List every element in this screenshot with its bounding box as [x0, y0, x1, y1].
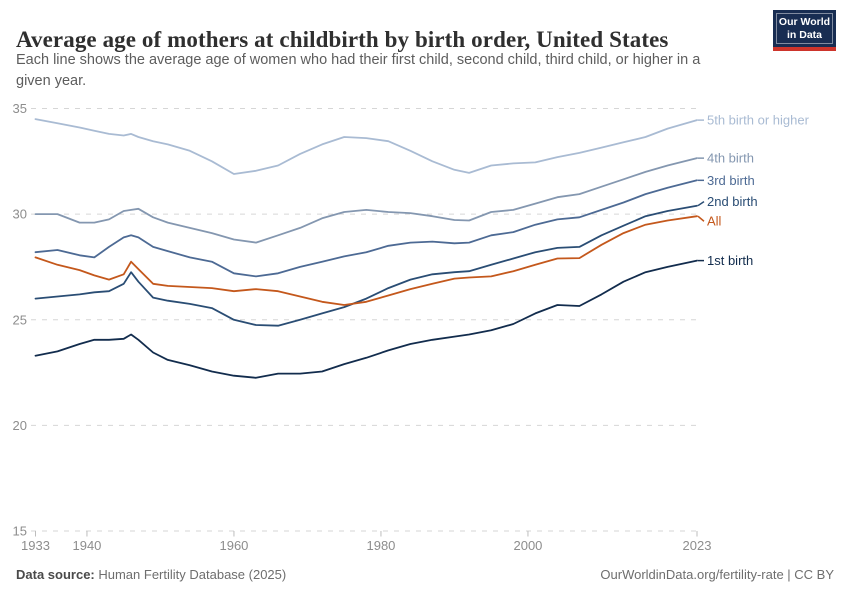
owid-logo-text: Our World in Data — [776, 13, 833, 44]
x-tick-label-1933: 1933 — [21, 538, 50, 553]
chart-title: Average age of mothers at childbirth by … — [16, 27, 669, 53]
footer-link[interactable]: OurWorldinData.org/fertility-rate | CC B… — [600, 567, 834, 582]
owid-logo[interactable]: Our World in Data — [773, 10, 836, 51]
series-label-2nd-birth[interactable]: 2nd birth — [707, 194, 758, 209]
series-line-5th-birth-or-higher[interactable] — [34, 118, 698, 175]
series-label-5th-birth-or-higher[interactable]: 5th birth or higher — [707, 113, 810, 128]
series-label-3rd-birth[interactable]: 3rd birth — [707, 173, 755, 188]
owid-logo-line1: Our World — [778, 15, 831, 28]
logo-red-bar — [773, 47, 836, 51]
y-tick-label-20: 20 — [13, 418, 27, 433]
series-line-1st-birth[interactable] — [34, 259, 698, 379]
footer: Data source: Human Fertility Database (2… — [16, 567, 834, 582]
chart-subtitle: Each line shows the average age of women… — [16, 52, 701, 89]
owid-logo-line2: in Data — [786, 28, 822, 41]
series-label-all[interactable]: All — [707, 214, 722, 229]
series-label-1st-birth[interactable]: 1st birth — [707, 253, 753, 268]
series-line-3rd-birth[interactable] — [34, 179, 698, 278]
x-tick-label-2023: 2023 — [683, 538, 712, 553]
y-tick-label-35: 35 — [13, 101, 27, 116]
x-tick-label-1960: 1960 — [219, 538, 248, 553]
y-tick-label-25: 25 — [13, 312, 27, 327]
x-tick-label-1940: 1940 — [72, 538, 101, 553]
series-label-leader — [697, 201, 705, 207]
series-line-4th-birth[interactable] — [34, 157, 698, 244]
x-tick-label-1980: 1980 — [366, 538, 395, 553]
y-tick-label-30: 30 — [13, 207, 27, 222]
series-line-all[interactable] — [34, 215, 698, 306]
y-tick-label-15: 15 — [13, 524, 27, 539]
data-source: Data source: Human Fertility Database (2… — [16, 567, 286, 582]
data-source-label: Data source: — [16, 567, 95, 582]
series-line-2nd-birth[interactable] — [34, 204, 698, 327]
x-tick-label-2000: 2000 — [513, 538, 542, 553]
series-label-4th-birth[interactable]: 4th birth — [707, 151, 754, 166]
series-label-leader — [697, 215, 705, 222]
data-source-value: Human Fertility Database (2025) — [94, 567, 287, 582]
